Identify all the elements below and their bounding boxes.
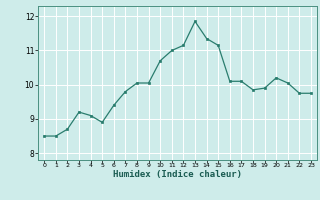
X-axis label: Humidex (Indice chaleur): Humidex (Indice chaleur) [113,170,242,179]
